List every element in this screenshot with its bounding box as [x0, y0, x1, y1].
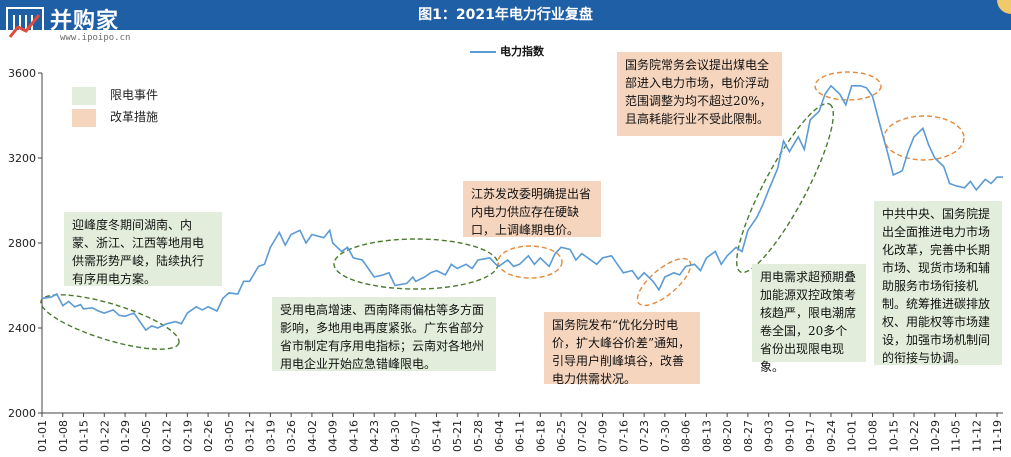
x-tick-label: 04-30: [389, 420, 402, 452]
x-tick-label: 10-08: [866, 420, 879, 452]
x-tick-label: 04-09: [327, 420, 340, 452]
annotation-jiangsu-price: 江苏发改委明确提出省内电力供应存在硬缺口，上调峰期电价。: [463, 181, 601, 237]
highlight-ellipses: [40, 71, 965, 350]
annotation-spring-shortage: 受用电高增速、西南降雨偏枯等多方面影响，多地用电再度紧张。广东省部分省市制定有序…: [272, 297, 496, 371]
annotation-winter-peak: 迎峰度冬期间湖南、内蒙、浙江、江西等地用电供需形势严峻，陆续执行有序用电方案。: [64, 212, 222, 286]
x-tick-label: 02-26: [202, 420, 215, 452]
x-tick-label: 09-24: [825, 420, 838, 452]
legend-green: 限电事件: [72, 86, 158, 105]
x-tick-label: 07-30: [659, 420, 672, 452]
y-axis: 2000 2400 2800 3200 3600: [8, 67, 43, 420]
x-tick-label: 03-05: [223, 420, 236, 452]
x-tick-label: 04-02: [306, 420, 319, 452]
annotation-coal-power-market: 国务院常务会议提出煤电全部进入电力市场，电价浮动范围调整为均不超过20%，且高耗…: [617, 52, 782, 136]
brand-logo: 并购家 www.ipoipo.cn: [4, 3, 154, 47]
x-tick-label: 10-22: [908, 420, 921, 452]
x-tick-label: 07-09: [597, 420, 610, 452]
x-tick-label: 01-22: [98, 420, 111, 452]
legend-orange-label: 改革措施: [110, 110, 159, 124]
series-line-power-index: [41, 84, 1003, 332]
legend-green-swatch: [72, 86, 96, 105]
ellipse-jiangsu: [497, 245, 563, 279]
chart-growth-icon: [6, 7, 44, 43]
x-tick-label: 04-23: [368, 420, 381, 452]
x-tick-label: 09-10: [783, 420, 796, 452]
title-bar: [0, 0, 1011, 30]
x-tick-label: 09-17: [804, 420, 817, 452]
x-tick-label: 03-19: [264, 420, 277, 452]
x-tick-label: 06-11: [514, 420, 527, 452]
ellipse-july: [636, 257, 692, 307]
x-tick-label: 08-06: [680, 420, 693, 452]
y-tick-label: 2000: [8, 407, 36, 420]
x-tick-label: 06-25: [555, 420, 568, 452]
x-tick-label: 08-20: [721, 420, 734, 452]
x-tick-label: 05-07: [410, 420, 423, 452]
brand-site: www.ipoipo.cn: [60, 33, 131, 43]
x-axis: 01-01 01-08 01-15 01-22 01-29 02-05 02-12 02-19…: [36, 412, 1004, 452]
ellipse-winter: [40, 294, 180, 350]
ellipse-late-october: [883, 115, 965, 161]
x-tick-label: 02-12: [161, 420, 174, 452]
y-tick-label: 2400: [8, 322, 36, 335]
x-tick-label: 01-15: [78, 420, 91, 452]
x-tick-label: 05-21: [451, 420, 464, 452]
x-tick-label: 01-29: [119, 420, 132, 452]
legend-orange: 改革措施: [72, 108, 158, 127]
series-legend-label: 电力指数: [500, 45, 544, 58]
x-tick-label: 09-03: [763, 420, 776, 452]
x-tick-label: 06-18: [534, 420, 547, 452]
corner-decoration-icon: [997, 0, 1011, 14]
x-tick-label: 05-14: [430, 420, 443, 452]
x-tick-label: 07-16: [617, 420, 630, 452]
annotation-market-reform: 中共中央、国务院提出全面推进电力市场化改革，完善中长期市场、现货市场和辅助服务市…: [874, 201, 1002, 365]
x-tick-label: 03-12: [244, 420, 257, 452]
x-tick-label: 01-08: [57, 420, 70, 452]
chart-title: 图1：2021年电力行业复盘: [418, 7, 593, 23]
x-tick-label: 04-16: [347, 420, 360, 452]
x-tick-label: 06-04: [493, 420, 506, 452]
y-tick-label: 3200: [8, 152, 36, 165]
x-tick-label: 01-01: [36, 420, 49, 452]
ellipse-september: [735, 102, 835, 274]
x-tick-label: 02-05: [140, 420, 153, 452]
y-tick-label: 3600: [8, 67, 36, 80]
x-tick-label: 11-19: [991, 420, 1004, 452]
brand-name: 并购家: [50, 9, 120, 34]
series-legend: 电力指数: [470, 43, 544, 59]
x-tick-label: 05-28: [472, 420, 485, 452]
x-tick-label: 03-26: [285, 420, 298, 452]
series-legend-swatch: [470, 51, 496, 53]
x-tick-label: 11-05: [950, 420, 963, 452]
x-tick-label: 10-29: [929, 420, 942, 452]
legend-green-label: 限电事件: [110, 88, 159, 102]
ellipse-october: [814, 71, 882, 101]
x-tick-label: 07-02: [576, 420, 589, 452]
x-tick-label: 11-12: [970, 420, 983, 452]
x-tick-label: 10-15: [887, 420, 900, 452]
x-tick-label: 07-23: [638, 420, 651, 452]
x-tick-label: 08-27: [742, 420, 755, 452]
legend-orange-swatch: [72, 108, 96, 127]
annotation-time-of-use-price: 国务院发布“优化分时电价，扩大峰谷价差”通知，引导用户削峰填谷，改善电力供需状况…: [544, 312, 700, 386]
x-tick-label: 02-19: [181, 420, 194, 452]
y-tick-label: 2800: [8, 237, 36, 250]
x-tick-label: 08-13: [700, 420, 713, 452]
x-tick-label: 10-01: [846, 420, 859, 452]
annotation-nationwide-rationing: 用电需求超预期叠加能源双控政策考核趋严，限电潮席卷全国，20多个省份出现限电现象…: [752, 264, 866, 374]
